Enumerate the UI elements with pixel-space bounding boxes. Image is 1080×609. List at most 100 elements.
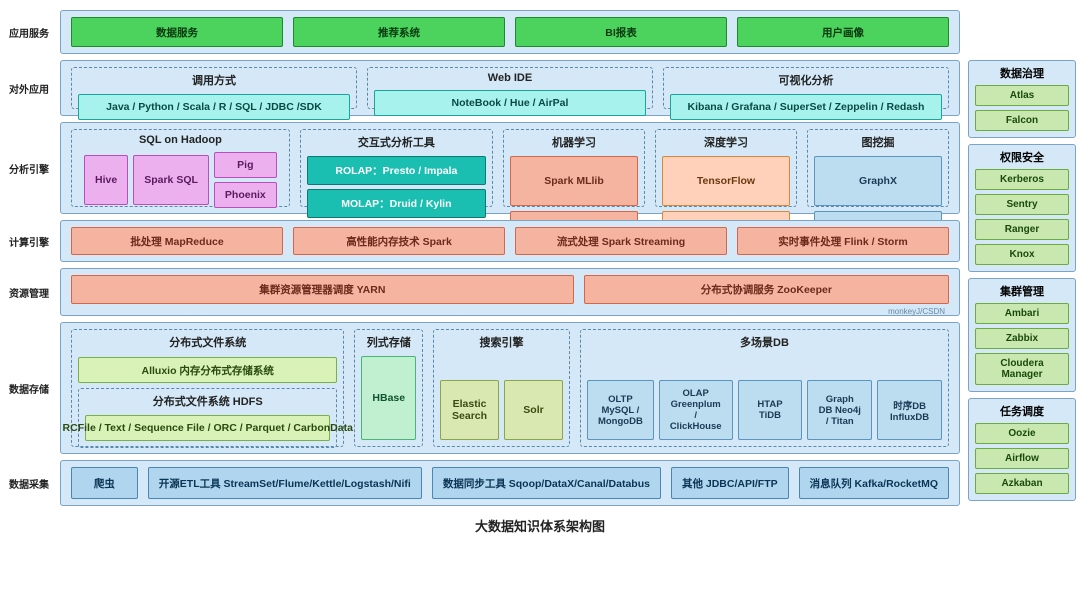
side-box-azkaban: Azkaban xyxy=(975,473,1069,494)
side-box-airflow: Airflow xyxy=(975,448,1069,469)
side-cluster: 集群管理 Ambari Zabbix Cloudera Manager xyxy=(968,278,1076,392)
side-title: 权限安全 xyxy=(975,149,1069,165)
side-security: 权限安全 Kerberos Sentry Ranger Knox xyxy=(968,144,1076,272)
group-title: 图挖掘 xyxy=(814,134,942,150)
layers: 数据服务 推荐系统 BI报表 用户画像 调用方式 Java / Python /… xyxy=(60,10,960,506)
side-box-ranger: Ranger xyxy=(975,219,1069,240)
box-tf: TensorFlow xyxy=(662,156,790,206)
row-labels: 应用服务 对外应用 分析引擎 计算引擎 资源管理 数据存储 数据采集 xyxy=(4,10,54,506)
box-viz: Kibana / Grafana / SuperSet / Zeppelin /… xyxy=(670,94,942,120)
box-graphx: GraphX xyxy=(814,156,942,206)
side-box-atlas: Atlas xyxy=(975,85,1069,106)
box-hive: Hive xyxy=(84,155,128,205)
group-title: 深度学习 xyxy=(662,134,790,150)
box-sync: 数据同步工具 Sqoop/DataX/Canal/Databus xyxy=(432,467,661,499)
layer-storage: 分布式文件系统 Alluxio 内存分布式存储系统 分布式文件系统 HDFS R… xyxy=(60,322,960,454)
box-molap: MOLAP：Druid / Kylin xyxy=(307,189,486,218)
layer-external: 调用方式 Java / Python / Scala / R / SQL / J… xyxy=(60,60,960,116)
box-other: 其他 JDBC/API/FTP xyxy=(671,467,789,499)
box-spark: 高性能内存技术 Spark xyxy=(293,227,505,255)
row-label-3: 分析引擎 xyxy=(4,122,54,214)
group-title: 分布式文件系统 HDFS xyxy=(85,393,330,409)
box-rolap: ROLAP：Presto / Impala xyxy=(307,156,486,185)
layer-resource: 集群资源管理器调度 YARN 分布式协调服务 ZooKeeper monkeyJ… xyxy=(60,268,960,316)
box-mapreduce: 批处理 MapReduce xyxy=(71,227,283,255)
box-es: Elastic Search xyxy=(440,380,499,440)
side-box-zabbix: Zabbix xyxy=(975,328,1069,349)
box-zk: 分布式协调服务 ZooKeeper xyxy=(584,275,949,304)
side-box-oozie: Oozie xyxy=(975,423,1069,444)
group-title: SQL on Hadoop xyxy=(78,134,283,146)
group-sql-hadoop: SQL on Hadoop Hive Spark SQL Pig Phoenix xyxy=(71,129,290,207)
group-title: 交互式分析工具 xyxy=(307,134,486,150)
group-search: 搜索引擎 Elastic Search Solr xyxy=(433,329,570,447)
box-etl: 开源ETL工具 StreamSet/Flume/Kettle/Logstash/… xyxy=(148,467,422,499)
box-invoke-langs: Java / Python / Scala / R / SQL / JDBC /… xyxy=(78,94,350,120)
box-webide: NoteBook / Hue / AirPal xyxy=(374,90,646,116)
side-box-knox: Knox xyxy=(975,244,1069,265)
row-label-5: 资源管理 xyxy=(4,268,54,316)
side-scheduler: 任务调度 Oozie Airflow Azkaban xyxy=(968,398,1076,501)
side-box-ambari: Ambari xyxy=(975,303,1069,324)
group-webide: Web IDE NoteBook / Hue / AirPal xyxy=(367,67,653,109)
right-column: 数据治理 Atlas Falcon 权限安全 Kerberos Sentry R… xyxy=(968,10,1076,506)
group-title: 机器学习 xyxy=(510,134,638,150)
group-title: 多场景DB xyxy=(587,334,942,350)
group-interactive: 交互式分析工具 ROLAP：Presto / Impala MOLAP：Drui… xyxy=(300,129,493,207)
box-graphdb: Graph DB Neo4j / Titan xyxy=(807,380,872,440)
row-label-4: 计算引擎 xyxy=(4,220,54,262)
box-htap: HTAP TiDB xyxy=(738,380,803,440)
box-oltp: OLTP MySQL / MongoDB xyxy=(587,380,654,440)
side-title: 集群管理 xyxy=(975,283,1069,299)
side-box-falcon: Falcon xyxy=(975,110,1069,131)
side-governance: 数据治理 Atlas Falcon xyxy=(968,60,1076,138)
box-bi-report: BI报表 xyxy=(515,17,727,47)
box-crawler: 爬虫 xyxy=(71,467,138,499)
row-label-2: 对外应用 xyxy=(4,60,54,116)
box-sparksql: Spark SQL xyxy=(133,155,209,205)
group-graph: 图挖掘 GraphX NetWorkX xyxy=(807,129,949,207)
architecture-diagram: 应用服务 对外应用 分析引擎 计算引擎 资源管理 数据存储 数据采集 数据服务 … xyxy=(4,10,1076,506)
side-title: 数据治理 xyxy=(975,65,1069,81)
group-multidb: 多场景DB OLTP MySQL / MongoDB OLAP Greenplu… xyxy=(580,329,949,447)
box-mllib: Spark MLlib xyxy=(510,156,638,206)
group-title: 调用方式 xyxy=(78,72,350,88)
group-columnar: 列式存储 HBase xyxy=(354,329,423,447)
box-streaming: 流式处理 Spark Streaming xyxy=(515,227,727,255)
layer-ingest: 爬虫 开源ETL工具 StreamSet/Flume/Kettle/Logsta… xyxy=(60,460,960,506)
box-olap: OLAP Greenplum / ClickHouse xyxy=(659,380,733,440)
box-recommend: 推荐系统 xyxy=(293,17,505,47)
box-tsdb: 时序DB InfluxDB xyxy=(877,380,942,440)
box-hbase: HBase xyxy=(361,356,416,440)
group-title: 分布式文件系统 xyxy=(78,334,337,350)
group-title: 搜索引擎 xyxy=(440,334,563,350)
box-user-profile: 用户画像 xyxy=(737,17,949,47)
group-ml: 机器学习 Spark MLlib Mahout xyxy=(503,129,645,207)
side-box-kerberos: Kerberos xyxy=(975,169,1069,190)
row-label-7: 数据采集 xyxy=(4,460,54,506)
side-box-sentry: Sentry xyxy=(975,194,1069,215)
box-flink: 实时事件处理 Flink / Storm xyxy=(737,227,949,255)
layer-application: 数据服务 推荐系统 BI报表 用户画像 xyxy=(60,10,960,54)
box-data-service: 数据服务 xyxy=(71,17,283,47)
group-invoke: 调用方式 Java / Python / Scala / R / SQL / J… xyxy=(71,67,357,109)
layer-compute: 批处理 MapReduce 高性能内存技术 Spark 流式处理 Spark S… xyxy=(60,220,960,262)
diagram-caption: 大数据知识体系架构图 xyxy=(4,516,1076,535)
box-yarn: 集群资源管理器调度 YARN xyxy=(71,275,574,304)
box-pig: Pig xyxy=(214,152,277,178)
left-column: 应用服务 对外应用 分析引擎 计算引擎 资源管理 数据存储 数据采集 数据服务 … xyxy=(4,10,960,506)
group-title: Web IDE xyxy=(374,72,646,84)
box-mq: 消息队列 Kafka/RocketMQ xyxy=(799,467,949,499)
group-title: 列式存储 xyxy=(361,334,416,350)
group-dl: 深度学习 TensorFlow PyTorch xyxy=(655,129,797,207)
box-hdfs-formats: RCFile / Text / Sequence File / ORC / Pa… xyxy=(85,415,330,441)
side-box-cloudera: Cloudera Manager xyxy=(975,353,1069,385)
subgroup-hdfs: 分布式文件系统 HDFS RCFile / Text / Sequence Fi… xyxy=(78,388,337,448)
box-alluxio: Alluxio 内存分布式存储系统 xyxy=(78,357,337,383)
group-title: 可视化分析 xyxy=(670,72,942,88)
layer-analytics: SQL on Hadoop Hive Spark SQL Pig Phoenix… xyxy=(60,122,960,214)
box-solr: Solr xyxy=(504,380,563,440)
row-label-6: 数据存储 xyxy=(4,322,54,454)
watermark: monkeyJ/CSDN xyxy=(71,307,949,316)
side-title: 任务调度 xyxy=(975,403,1069,419)
